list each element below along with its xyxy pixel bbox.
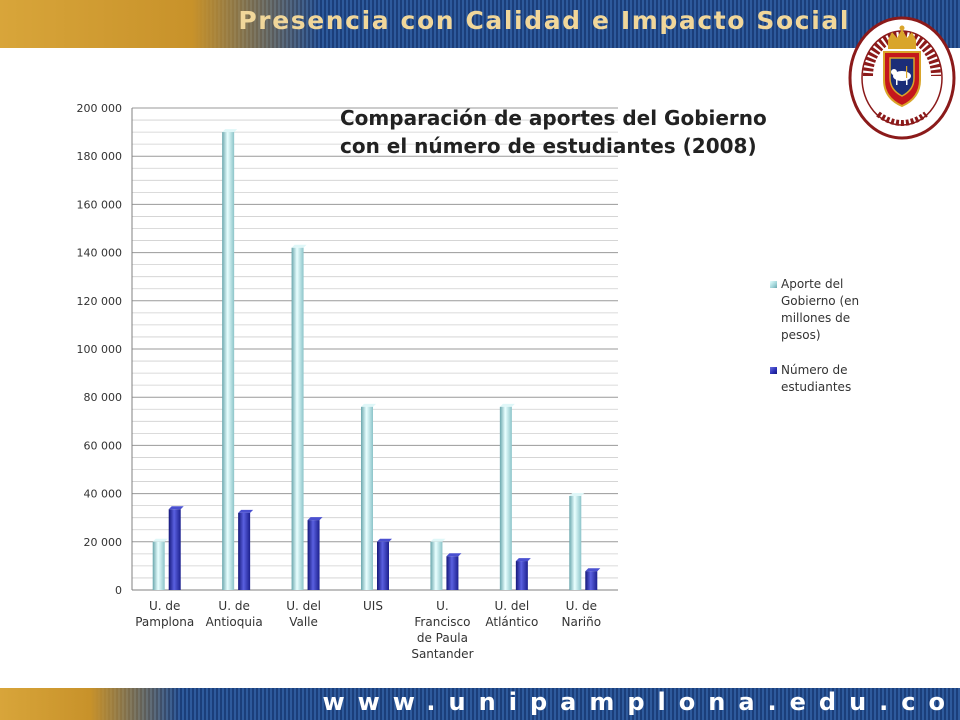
top-banner: Presencia con Calidad e Impacto Social <box>0 0 960 48</box>
x-tick-label: U. Francisco de Paula Santander <box>411 599 473 661</box>
bar-estudiantes <box>168 506 184 590</box>
university-seal-logo <box>848 16 956 140</box>
bar-aporte <box>222 129 238 590</box>
legend-label-aporte: Aporte del Gobierno (en millones de peso… <box>781 277 860 342</box>
y-tick-label: 200 000 <box>77 102 123 115</box>
y-tick-label: 120 000 <box>77 295 123 308</box>
bar-body <box>377 541 389 590</box>
bar-estudiantes <box>515 558 531 590</box>
y-tick-label: 60 000 <box>84 439 123 452</box>
bar-top <box>238 509 254 513</box>
bar-aporte <box>361 403 376 590</box>
y-tick-label: 40 000 <box>84 488 123 501</box>
bar-body <box>291 247 304 590</box>
bar-top <box>152 538 168 542</box>
bar-aporte <box>291 244 307 590</box>
legend-swatch-aporte <box>770 281 777 288</box>
bar-body <box>569 496 582 590</box>
x-tick-label: U. de Nariño <box>562 599 602 629</box>
legend-label-estudiantes: Número de estudiantes <box>781 363 852 394</box>
x-tick-label: U. de Antioquia <box>206 599 263 629</box>
legend-swatch-estudiantes <box>770 367 777 374</box>
x-tick-label: U. del Valle <box>286 599 321 629</box>
bar-top <box>222 129 238 133</box>
bar-top <box>430 538 446 542</box>
website-url: www.unipamplona.edu.co <box>322 688 958 716</box>
bar-top <box>307 517 323 521</box>
bar-top <box>569 493 585 497</box>
bar-body <box>168 509 181 590</box>
bar-top <box>361 403 376 407</box>
banner-gold-strip <box>0 0 320 48</box>
x-tick-label: U. de Pamplona <box>135 599 194 629</box>
bar-body <box>446 556 459 590</box>
footer-gold-strip <box>0 688 180 720</box>
bar-body <box>585 571 598 590</box>
x-tick-label: UIS <box>363 599 383 613</box>
x-tick-label: U. del Atlántico <box>485 599 538 629</box>
bar-body <box>238 512 251 590</box>
tick-labels: 0 20 000 40 000 60 000 80 000 100 000 120 000 1… <box>77 102 602 661</box>
bottom-banner: www.unipamplona.edu.co <box>0 688 960 720</box>
chart-title: Comparación de aportes del Gobierno con … <box>340 106 767 158</box>
y-tick-label: 100 000 <box>77 343 123 356</box>
bar-body <box>430 541 443 590</box>
y-tick-label: 80 000 <box>84 391 123 404</box>
bar-top <box>291 244 307 248</box>
bar-top <box>446 553 462 557</box>
slogan: Presencia con Calidad e Impacto Social <box>238 6 850 35</box>
legend-item-aporte: Aporte del Gobierno (en millones de peso… <box>770 276 870 344</box>
y-tick-label: 160 000 <box>77 198 123 211</box>
bar-top <box>377 538 392 542</box>
gridlines <box>132 107 618 591</box>
bar-top <box>515 558 531 562</box>
bar-estudiantes <box>377 538 392 590</box>
chart-legend: Aporte del Gobierno (en millones de peso… <box>770 276 870 414</box>
bar-top <box>168 506 184 510</box>
bar-body <box>307 520 320 590</box>
bar-estudiantes <box>446 553 462 590</box>
bar-top <box>499 403 515 407</box>
bar-aporte <box>569 493 585 590</box>
y-tick-label: 180 000 <box>77 150 123 163</box>
bar-aporte <box>430 538 446 590</box>
bar-top <box>585 568 601 572</box>
y-tick-label: 0 <box>115 584 122 597</box>
y-tick-label: 140 000 <box>77 247 123 260</box>
bar-estudiantes <box>238 509 254 590</box>
bar-estudiantes <box>307 517 323 590</box>
bar-aporte <box>152 538 168 590</box>
y-tick-label: 20 000 <box>84 536 123 549</box>
bars <box>152 129 601 590</box>
bar-body <box>152 541 165 590</box>
bar-body <box>222 132 235 590</box>
axes <box>131 108 618 591</box>
bar-estudiantes <box>585 568 601 590</box>
bar-aporte <box>499 403 515 590</box>
legend-item-estudiantes: Número de estudiantes <box>770 362 870 396</box>
bar-body <box>499 406 512 590</box>
bar-body <box>515 561 528 590</box>
bar-body <box>361 406 373 590</box>
